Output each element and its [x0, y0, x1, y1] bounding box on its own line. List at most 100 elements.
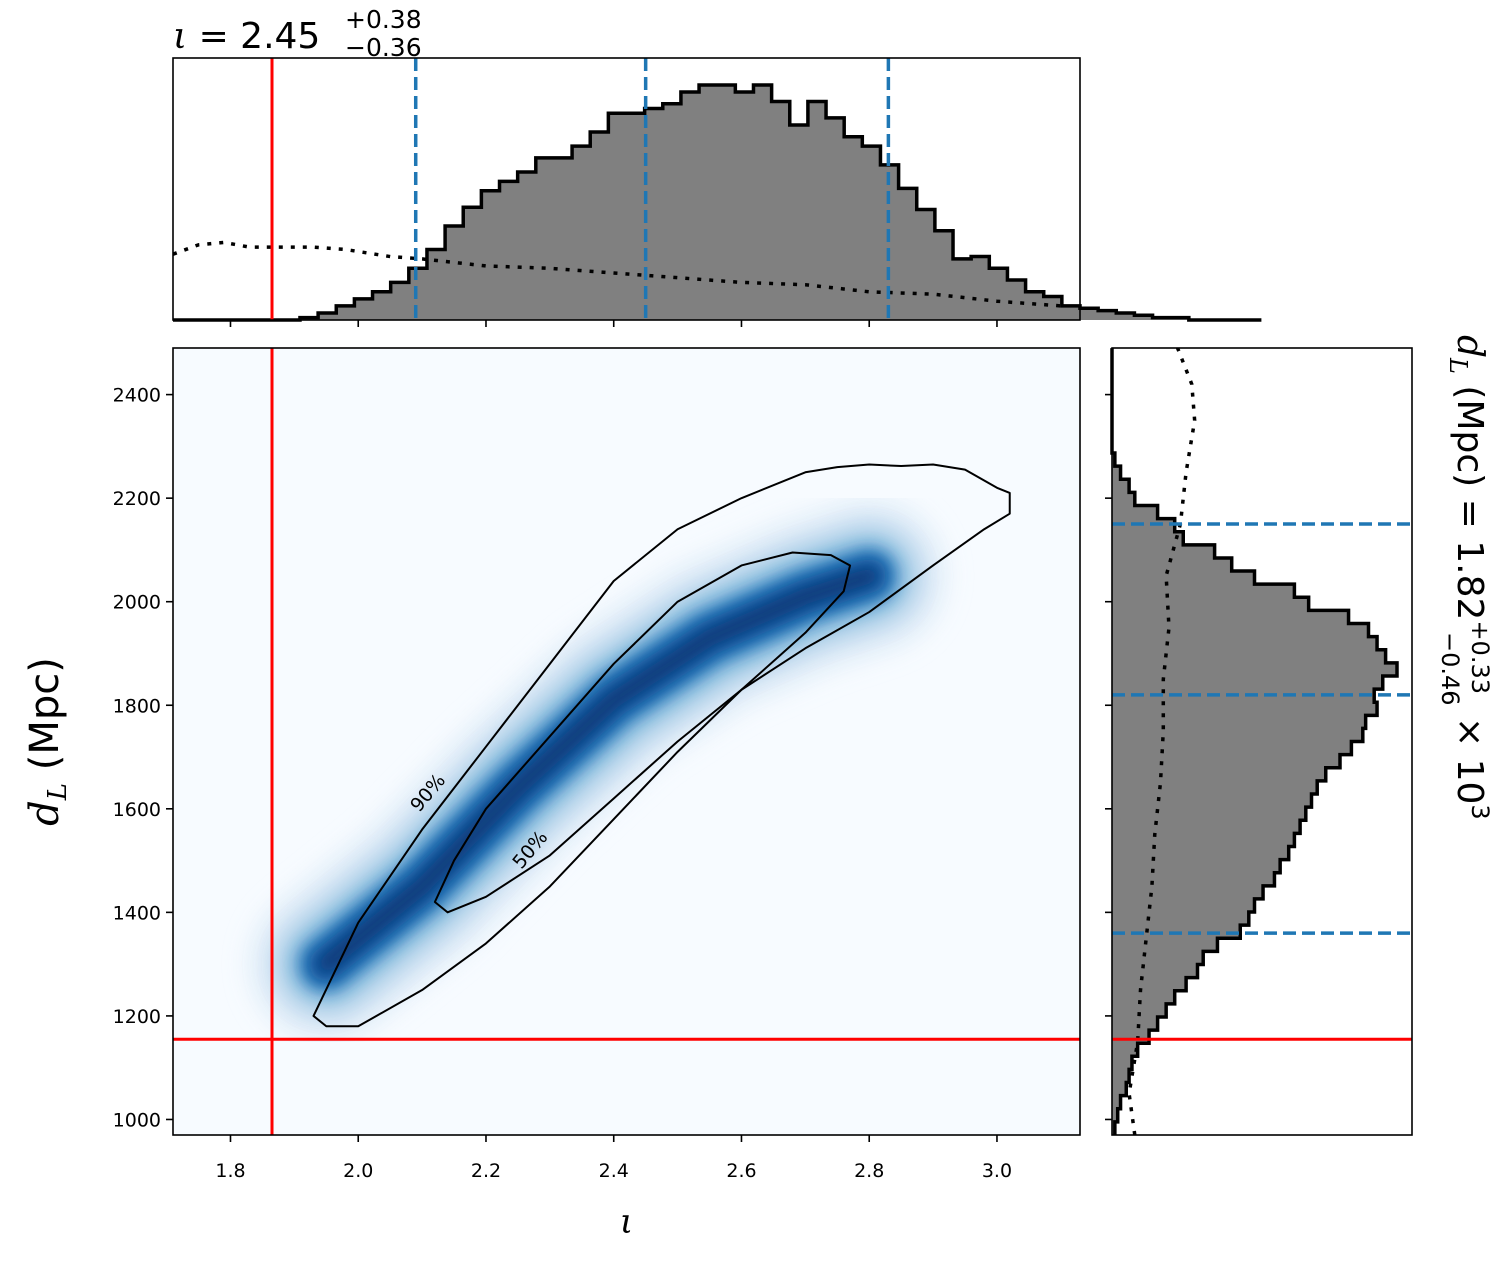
iota-histogram-bar [807, 101, 827, 320]
dL-histogram-bar [1112, 597, 1309, 611]
iota-histogram-bar [735, 92, 754, 320]
dL-histogram-bar [1112, 636, 1378, 651]
iota-histogram-bar [1025, 291, 1045, 320]
dL-histogram-bar [1112, 1069, 1130, 1084]
iota-marginal-panel: ι = 2.45 +0.38−0.36 [172, 5, 1262, 327]
iota-histogram-bar [916, 209, 936, 320]
iota-histogram-bar [354, 298, 374, 320]
iota-histogram-bar [862, 146, 881, 320]
iota-histogram-bar [318, 312, 337, 320]
iota-histogram-bar [1098, 310, 1117, 320]
dL-histogram-bar [1112, 479, 1130, 493]
dL-histogram-bar [1112, 754, 1340, 769]
y-tick-label: 1000 [113, 1109, 161, 1131]
dL-histogram-bar [1112, 649, 1386, 664]
dL-histogram-bar [1112, 820, 1301, 834]
iota-histogram-bar [662, 103, 682, 320]
dL-histogram-bar [1112, 1108, 1118, 1123]
iota-histogram-bar [644, 108, 664, 320]
dL-histogram-bar [1112, 780, 1318, 795]
dL-histogram-bar [1112, 1056, 1132, 1070]
contour-90pct [312, 463, 1011, 1028]
iota-histogram-bar [1061, 305, 1081, 320]
y-tick-label: 1400 [113, 902, 161, 924]
dL-histogram-bar [1112, 872, 1275, 887]
dL-histogram-bar [1112, 492, 1135, 506]
y-tick-label: 2400 [113, 385, 161, 407]
y-tick-label: 2200 [113, 488, 161, 510]
dL-histogram-bar [1112, 675, 1383, 690]
dL-histogram-bar [1112, 990, 1175, 1005]
dL-histogram-bar [1112, 964, 1198, 979]
iota-histogram-bar [826, 117, 845, 321]
dL-histogram-bar [1112, 833, 1295, 847]
iota-histogram-bar [1134, 315, 1154, 320]
iota-histogram-bar [699, 85, 718, 320]
dL-histogram-bar [1112, 1095, 1121, 1110]
y-tick-label: 1600 [113, 799, 161, 821]
iota-histogram-bar [626, 113, 646, 320]
dL-histogram-bar [1112, 885, 1264, 900]
dL-histogram-bar [1112, 977, 1187, 992]
dL-histogram-bar [1112, 715, 1366, 729]
y-tick-label: 2000 [113, 592, 161, 614]
dL-histogram-bar [1112, 610, 1349, 625]
iota-histogram-bar [1116, 312, 1135, 320]
dL-histogram-bar [1112, 846, 1289, 861]
iota-histogram-bar [372, 291, 392, 320]
y-tick-label: 1800 [113, 695, 161, 717]
iota-histogram-bar [953, 258, 972, 320]
joint-posterior-panel: 90%50% 1.8 2.0 2.2 2.4 2.6 2.8 3.0 10001200140… [22, 347, 1081, 1242]
x-tick-label: 2.2 [471, 1160, 501, 1182]
dL-histogram-bar [1112, 1003, 1167, 1018]
iota-histogram-bar [989, 268, 1008, 320]
dL-histogram-bar [1112, 741, 1352, 756]
dL-histogram-outline [1110, 348, 1399, 1135]
iota-histogram-bar [789, 124, 809, 320]
iota-histogram-bar [553, 157, 573, 320]
dL-histogram-bar [1112, 1082, 1127, 1097]
heatmap-density-layer-5 [318, 567, 878, 973]
dL-histogram-bar [1112, 689, 1375, 703]
iota-histogram-bar [1080, 308, 1099, 320]
x-tick-label: 3.0 [982, 1160, 1012, 1182]
dL-histogram-bar [1112, 807, 1306, 821]
iota-histogram-bar [535, 157, 555, 320]
dL-histogram-bar [1112, 623, 1369, 638]
dL-histogram-bar [1112, 938, 1218, 952]
dL-title-text: dL (Mpc) = 1.82+0.33−0.46 × 103 [1436, 335, 1494, 820]
iota-title-lower: −0.36 [345, 33, 422, 62]
iota-histogram-bar [934, 230, 954, 320]
iota-marginal-title: ι = 2.45 +0.38−0.36 [173, 5, 422, 62]
iota-histogram-bar [680, 92, 700, 320]
iota-histogram-bar [445, 226, 464, 320]
x-axis-label: ι [620, 1202, 633, 1242]
iota-histogram-bar [499, 181, 519, 320]
dL-histogram-bar [1112, 505, 1158, 520]
x-tick-label: 2.0 [343, 1160, 373, 1182]
iota-histogram-bar [517, 171, 537, 320]
iota-histogram-bar [608, 113, 627, 320]
dL-histogram-bar [1112, 531, 1184, 546]
iota-histogram-bar [481, 190, 501, 320]
iota-title-text: ι = 2.45 [173, 16, 320, 57]
y-tick-label: 1200 [113, 1006, 161, 1028]
iota-histogram-bar [898, 188, 918, 320]
dL-histogram-bar [1112, 662, 1397, 677]
density-heatmap [251, 500, 945, 1040]
dL-histogram-bar [1112, 584, 1295, 598]
dL-histogram-bar [1112, 859, 1281, 874]
dL-histogram-bar [1112, 571, 1255, 585]
dL-histogram-bar [1112, 951, 1204, 966]
x-tick-label: 2.8 [854, 1160, 884, 1182]
dL-histogram-bar [1112, 702, 1378, 716]
iota-histogram-bar [408, 268, 428, 320]
dL-histogram-bar [1112, 767, 1326, 782]
dL-histogram-bar [1112, 544, 1215, 559]
iota-histogram-bar [771, 101, 791, 320]
iota-histogram-bar [390, 282, 410, 320]
x-tick-label: 1.8 [215, 1160, 245, 1182]
iota-histogram-bar [844, 136, 863, 320]
dL-histogram-bar [1112, 912, 1249, 926]
iota-histogram-bar [336, 305, 355, 320]
